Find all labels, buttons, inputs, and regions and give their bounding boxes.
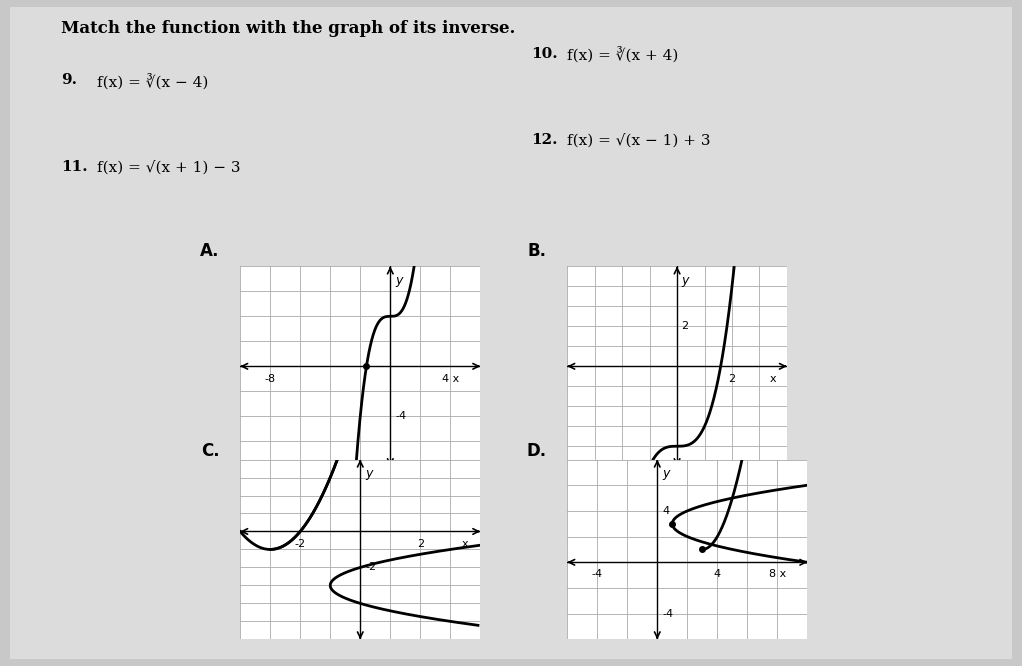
Text: f(x) = √(x + 1) − 3: f(x) = √(x + 1) − 3 xyxy=(97,160,240,174)
Text: -4: -4 xyxy=(592,569,603,579)
Text: 4 x: 4 x xyxy=(442,374,459,384)
Text: -4: -4 xyxy=(396,411,406,422)
Text: -8: -8 xyxy=(265,374,276,384)
Text: D.: D. xyxy=(526,442,547,460)
Text: y: y xyxy=(365,467,372,480)
Text: 9.: 9. xyxy=(61,73,78,87)
Text: A.: A. xyxy=(200,242,220,260)
Text: -4: -4 xyxy=(662,609,673,619)
Text: x: x xyxy=(770,374,777,384)
Text: -2: -2 xyxy=(365,562,376,573)
Text: y: y xyxy=(682,274,689,288)
Text: y: y xyxy=(396,274,403,288)
Text: 8 x: 8 x xyxy=(769,569,786,579)
Text: 2: 2 xyxy=(729,374,736,384)
Text: 4: 4 xyxy=(713,569,721,579)
Text: f(x) = ∛(x + 4): f(x) = ∛(x + 4) xyxy=(567,47,679,63)
Text: f(x) = √(x − 1) + 3: f(x) = √(x − 1) + 3 xyxy=(567,133,710,148)
Text: 10.: 10. xyxy=(531,47,558,61)
Text: 4: 4 xyxy=(662,506,669,516)
Text: B.: B. xyxy=(527,242,547,260)
Text: y: y xyxy=(662,467,669,480)
Text: -2: -2 xyxy=(294,539,306,549)
Text: 2: 2 xyxy=(417,539,424,549)
Text: Match the function with the graph of its inverse.: Match the function with the graph of its… xyxy=(61,20,516,37)
Text: C.: C. xyxy=(201,442,220,460)
Text: 11.: 11. xyxy=(61,160,88,174)
Text: x: x xyxy=(462,539,469,549)
Text: 12.: 12. xyxy=(531,133,558,147)
Text: 2: 2 xyxy=(682,321,689,332)
Text: f(x) = ∛(x − 4): f(x) = ∛(x − 4) xyxy=(97,73,208,90)
